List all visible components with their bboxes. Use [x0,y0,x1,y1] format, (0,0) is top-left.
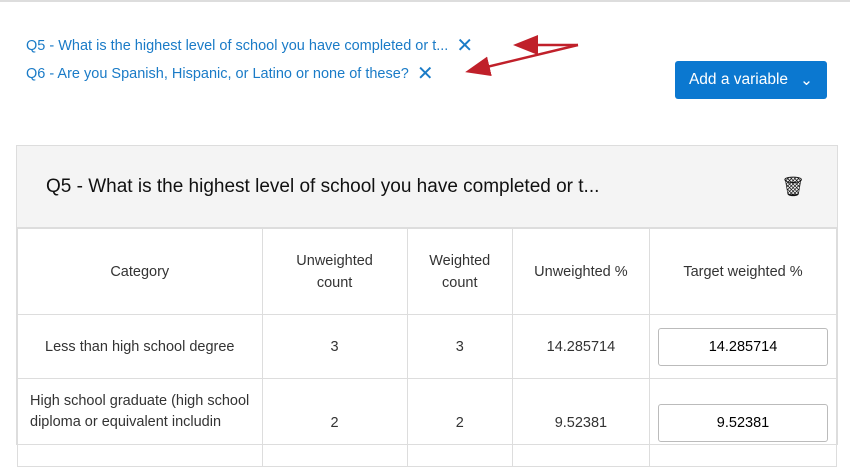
divider [0,0,850,2]
unweighted-count-cell: 2 [261,378,408,467]
add-variable-button[interactable]: Add a variable ⌄ [675,61,827,99]
table-row: Less than high school degree 3 3 14.2857… [17,314,837,379]
unweighted-pct-cell: 14.285714 [511,314,651,379]
unweighted-pct-cell: 9.52381 [511,378,651,467]
variable-q6: Q6 - Are you Spanish, Hispanic, or Latin… [26,64,434,84]
variable-label[interactable]: Q5 - What is the highest level of school… [26,38,449,54]
variable-label[interactable]: Q6 - Are you Spanish, Hispanic, or Latin… [26,66,409,82]
annotation-arrows [465,35,579,77]
unweighted-count-cell: 3 [261,314,408,379]
variable-q5: Q5 - What is the highest level of school… [26,36,473,56]
target-cell [649,378,837,467]
target-weighted-input[interactable] [658,327,828,366]
table-row: High school graduate (high school diplom… [17,378,837,467]
close-icon[interactable]: ✕ [416,63,434,85]
category-cell: Less than high school degree [17,314,263,379]
add-variable-label: Add a variable [688,71,789,88]
trash-icon[interactable]: 🗑 [780,176,805,198]
target-weighted-input[interactable] [658,403,828,442]
weighting-table: Category Unweighted count Weighted count… [17,228,837,467]
category-cell: High school graduate (high school diplom… [17,378,263,467]
target-cell [649,314,837,379]
header-target-weighted-pct: Target weighted % [649,228,837,315]
close-icon[interactable]: ✕ [456,35,474,57]
weighted-count-cell: 3 [406,314,513,379]
panel-title: Q5 - What is the highest level of school… [46,175,600,197]
chevron-down-icon: ⌄ [800,71,814,89]
header-unweighted-count: Unweighted count [261,228,408,315]
weighted-count-cell: 2 [406,378,513,467]
variable-panel: Q5 - What is the highest level of school… [16,145,838,467]
header-weighted-count: Weighted count [406,228,513,315]
header-category: Category [17,228,263,315]
header-unweighted-pct: Unweighted % [511,228,651,315]
arrow-to-q6 [465,43,579,77]
